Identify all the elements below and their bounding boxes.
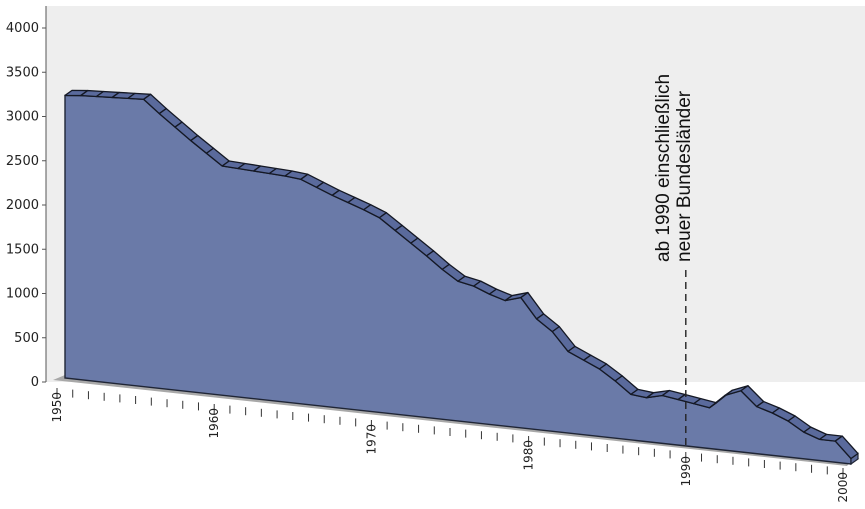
y-axis: 0 500 1000 1500 2000 2500 3000 3500 4000 bbox=[6, 6, 47, 390]
y-tick-label: 1500 bbox=[6, 242, 39, 257]
y-tick-label: 2500 bbox=[6, 154, 39, 169]
x-tick-label: 1990 bbox=[679, 456, 693, 487]
y-tick-label: 3000 bbox=[6, 110, 39, 125]
x-tick-label: 1970 bbox=[364, 424, 378, 455]
y-tick-label: 0 bbox=[31, 375, 39, 390]
x-tick-label: 2000 bbox=[836, 472, 850, 503]
y-tick-label: 3500 bbox=[6, 65, 39, 80]
annotation-line-1: ab 1990 einschließlich bbox=[653, 74, 674, 262]
area-top-segment bbox=[834, 435, 859, 460]
y-tick-label: 500 bbox=[14, 331, 39, 346]
y-tick-label: 2000 bbox=[6, 198, 39, 213]
x-tick-label: 1960 bbox=[207, 408, 221, 439]
annotation-line-2: neuer Bundesländer bbox=[674, 90, 695, 262]
y-tick-label: 4000 bbox=[6, 21, 39, 36]
y-tick-label: 1000 bbox=[6, 287, 39, 302]
x-tick-label: 1950 bbox=[50, 392, 64, 423]
x-axis: 1950 1960 1970 1980 1990 2000 bbox=[50, 388, 850, 503]
annotation: ab 1990 einschließlich neuer Bundeslände… bbox=[653, 74, 695, 450]
area-top-ribbon bbox=[64, 89, 859, 460]
x-tick-label: 1980 bbox=[522, 440, 536, 471]
